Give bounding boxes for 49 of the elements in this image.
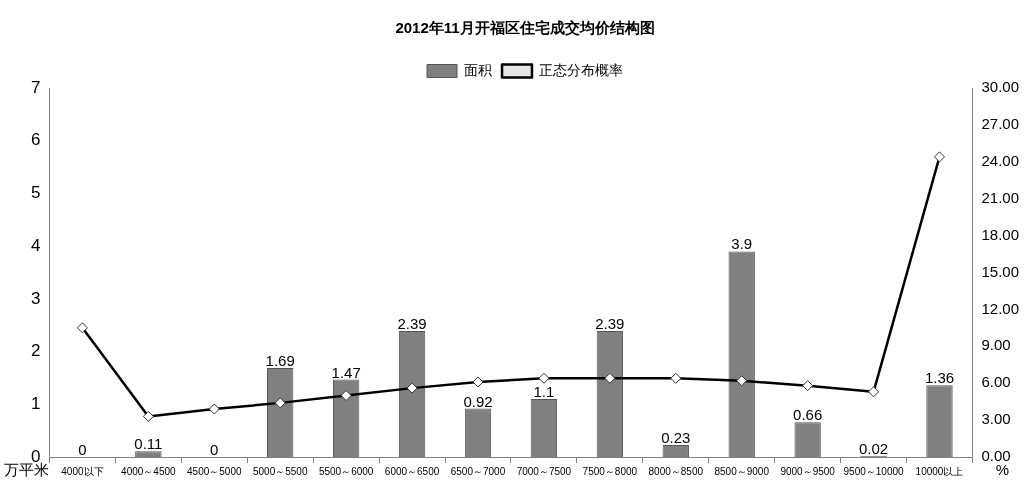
data-label: 0.11 <box>134 435 163 453</box>
y2-tick-label: 3.00 <box>981 410 1011 428</box>
y2-tick-label: 12.00 <box>981 299 1020 317</box>
y-tick-label: 1 <box>30 393 41 413</box>
x-tick-label: 9500～10000 <box>843 465 905 477</box>
y2-tick-label: 24.00 <box>981 151 1020 169</box>
y2-tick-label: 27.00 <box>981 115 1020 133</box>
data-label: 0 <box>210 441 219 458</box>
x-tick-label: 4000～4500 <box>121 465 177 477</box>
x-tick-label: 6500～7000 <box>450 465 506 477</box>
data-label: 2.39 <box>595 315 625 333</box>
y2-tick-label: 21.00 <box>981 188 1020 206</box>
y-tick-label: 3 <box>30 288 41 308</box>
data-label: 1.69 <box>265 351 295 369</box>
x-tick-label: 7500～8000 <box>582 465 638 477</box>
data-label: 2.39 <box>397 315 427 333</box>
x-tick-label: 6000～6500 <box>384 465 440 477</box>
x-tick-label: 4000以下 <box>61 465 104 477</box>
y2-tick-label: 30.00 <box>981 78 1020 96</box>
y-tick-label: 4 <box>30 235 41 255</box>
data-label: 0.92 <box>463 392 493 410</box>
data-label: 1.47 <box>331 363 361 381</box>
x-tick-label: 9000～9500 <box>780 465 836 477</box>
data-label: 1.1 <box>533 383 555 401</box>
data-label: 0.23 <box>661 428 691 446</box>
y2-tick-label: 9.00 <box>981 336 1011 354</box>
legend-label: 正态分布概率 <box>539 61 623 78</box>
y2-tick-label: 15.00 <box>981 262 1020 280</box>
y-tick-label: 7 <box>30 77 41 97</box>
chart-title: 2012年11月开福区住宅成交均价结构图 <box>395 19 655 37</box>
data-label: 0.02 <box>858 439 889 457</box>
x-tick-label: 8500～9000 <box>714 465 770 477</box>
data-label: 0.66 <box>793 406 823 424</box>
x-tick-label: 5000～5500 <box>252 465 308 477</box>
y2-tick-label: 18.00 <box>981 225 1020 243</box>
x-tick-label: 8000～8500 <box>648 465 704 477</box>
y-tick-label: 2 <box>30 341 41 361</box>
x-tick-label: 5500～6000 <box>318 465 374 477</box>
y-axis-title: 万平米 <box>4 461 49 479</box>
data-label: 3.9 <box>731 235 753 253</box>
data-label: 0 <box>78 441 87 458</box>
x-tick-label: 4500～5000 <box>187 465 242 477</box>
data-label: 1.36 <box>924 369 955 387</box>
x-tick-label: 10000以上 <box>915 465 964 477</box>
legend-label: 面积 <box>464 61 492 78</box>
y-tick-label: 6 <box>30 130 41 150</box>
x-tick-label: 7000～7500 <box>516 465 572 477</box>
y-tick-label: 5 <box>30 183 41 203</box>
y2-tick-label: 6.00 <box>981 373 1011 391</box>
